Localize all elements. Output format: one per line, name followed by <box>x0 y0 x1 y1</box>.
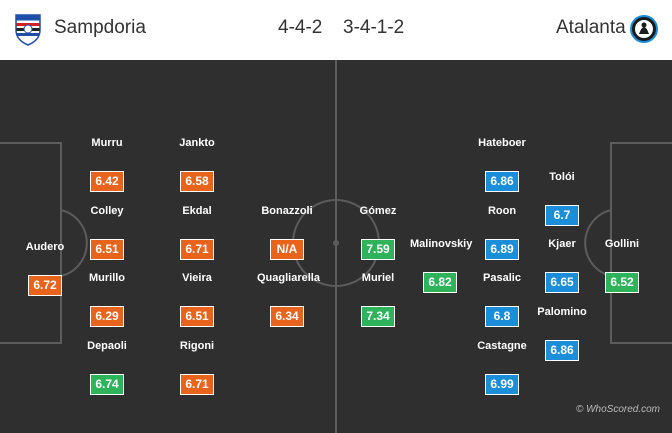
player-rating: 6.74 <box>90 374 124 395</box>
player-rating: 6.8 <box>485 306 519 327</box>
player-name[interactable]: Pasalic <box>483 272 521 284</box>
player-rating: N/A <box>270 239 304 260</box>
player-rating: 7.34 <box>361 306 395 327</box>
player-name[interactable]: Quagliarella <box>257 272 320 284</box>
away-player[interactable]: Muriel 7.34 <box>348 272 408 327</box>
home-player[interactable]: Vieira 6.51 <box>167 272 227 327</box>
player-rating: 6.58 <box>180 171 214 192</box>
away-player[interactable]: Palomino 6.86 <box>532 306 592 361</box>
player-rating: 6.99 <box>485 374 519 395</box>
away-player[interactable]: Pasalic 6.8 <box>472 272 532 327</box>
player-rating: 6.42 <box>90 171 124 192</box>
home-player[interactable]: Colley 6.51 <box>77 205 137 260</box>
away-player[interactable]: Castagne 6.99 <box>472 340 532 395</box>
away-player[interactable]: Gómez 7.59 <box>348 205 408 260</box>
pitch-lines <box>0 60 672 433</box>
player-name[interactable]: Tolói <box>549 171 575 183</box>
player-rating: 6.89 <box>485 239 519 260</box>
player-name[interactable]: Bonazzoli <box>261 205 313 217</box>
player-name[interactable]: Muriel <box>361 272 395 284</box>
player-name[interactable]: Jankto <box>179 137 215 149</box>
player-rating: 6.82 <box>423 272 457 293</box>
home-player[interactable]: Bonazzoli N/A <box>257 205 317 260</box>
player-name[interactable]: Hateboer <box>478 137 526 149</box>
away-player[interactable]: Hateboer 6.86 <box>472 137 532 192</box>
player-rating: 6.29 <box>90 306 124 327</box>
sampdoria-crest-icon <box>15 14 41 46</box>
away-player[interactable]: Kjaer 6.65 <box>532 238 592 293</box>
player-name[interactable]: Rigoni <box>179 340 215 352</box>
home-player[interactable]: Depaoli 6.74 <box>77 340 137 395</box>
player-rating: 6.65 <box>545 272 579 293</box>
player-name[interactable]: Colley <box>90 205 124 217</box>
away-team-name[interactable]: Atalanta <box>556 17 626 38</box>
player-name[interactable]: Vieira <box>182 272 212 284</box>
home-player[interactable]: Rigoni 6.71 <box>167 340 227 395</box>
away-player[interactable]: Malinovskiy 6.82 <box>410 238 473 293</box>
player-name[interactable]: Murillo <box>88 272 126 284</box>
player-rating: 7.59 <box>361 239 395 260</box>
away-player[interactable]: Roon 6.89 <box>472 205 532 260</box>
home-player[interactable]: Jankto 6.58 <box>167 137 227 192</box>
player-name[interactable]: Gollini <box>604 238 640 250</box>
home-player[interactable]: Murru 6.42 <box>77 137 137 192</box>
match-header: Sampdoria 4-4-2 3-4-1-2 Atalanta <box>0 0 672 60</box>
player-rating: 6.86 <box>485 171 519 192</box>
away-formation: 3-4-1-2 <box>343 17 405 38</box>
home-player[interactable]: Audero 6.72 <box>15 241 75 296</box>
away-player[interactable]: Gollini 6.52 <box>592 238 652 293</box>
home-formation: 4-4-2 <box>278 17 323 38</box>
player-name[interactable]: Audero <box>25 241 65 253</box>
player-rating: 6.71 <box>180 239 214 260</box>
home-team-name[interactable]: Sampdoria <box>54 17 146 38</box>
player-name[interactable]: Kjaer <box>548 238 576 250</box>
player-rating: 6.51 <box>180 306 214 327</box>
player-rating: 6.7 <box>545 205 579 226</box>
player-name[interactable]: Depaoli <box>87 340 127 352</box>
player-rating: 6.34 <box>270 306 304 327</box>
pitch: Audero 6.72 Murru 6.42 Colley 6.51 Murillo 6.29… <box>0 60 672 433</box>
player-name[interactable]: Castagne <box>477 340 527 352</box>
player-name[interactable]: Murru <box>91 137 123 149</box>
watermark: © WhoScored.com <box>575 404 660 415</box>
player-name[interactable]: Roon <box>487 205 517 217</box>
away-player[interactable]: Tolói 6.7 <box>532 171 592 226</box>
home-player[interactable]: Murillo 6.29 <box>77 272 137 327</box>
player-name[interactable]: Gómez <box>359 205 397 217</box>
player-rating: 6.71 <box>180 374 214 395</box>
player-rating: 6.51 <box>90 239 124 260</box>
home-player[interactable]: Ekdal 6.71 <box>167 205 227 260</box>
atalanta-crest-icon <box>630 15 658 43</box>
home-player[interactable]: Quagliarella 6.34 <box>257 272 320 327</box>
player-rating: 6.52 <box>605 272 639 293</box>
player-rating: 6.86 <box>545 340 579 361</box>
player-name[interactable]: Malinovskiy <box>410 238 473 250</box>
player-name[interactable]: Ekdal <box>182 205 212 217</box>
player-name[interactable]: Palomino <box>537 306 587 318</box>
player-rating: 6.72 <box>28 275 62 296</box>
